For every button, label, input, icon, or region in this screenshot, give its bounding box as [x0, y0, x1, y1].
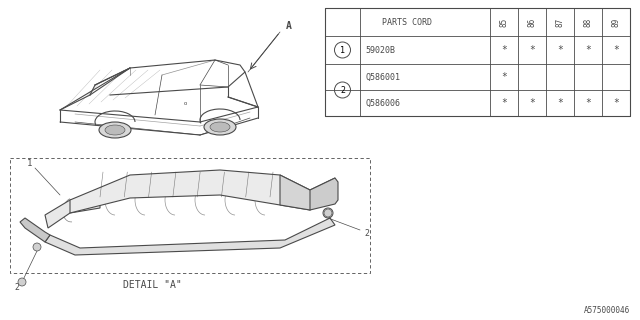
Text: *: * [585, 98, 591, 108]
Text: Q586001: Q586001 [365, 73, 400, 82]
Polygon shape [45, 195, 100, 228]
Polygon shape [45, 218, 335, 255]
Text: 59020B: 59020B [365, 45, 395, 54]
Polygon shape [280, 175, 335, 210]
Text: *: * [501, 45, 507, 55]
Text: PARTS CORD: PARTS CORD [383, 18, 433, 27]
Text: Q586006: Q586006 [365, 99, 400, 108]
Text: 1: 1 [340, 45, 345, 54]
Ellipse shape [99, 122, 131, 138]
Text: 87: 87 [556, 17, 564, 27]
Text: o: o [183, 100, 187, 106]
Text: 2: 2 [15, 283, 19, 292]
Text: DETAIL "A": DETAIL "A" [123, 280, 181, 290]
Text: 86: 86 [527, 17, 536, 27]
Circle shape [324, 209, 332, 217]
Text: *: * [557, 98, 563, 108]
Text: A575000046: A575000046 [584, 306, 630, 315]
Text: *: * [529, 45, 535, 55]
Text: 1: 1 [28, 158, 33, 167]
Polygon shape [20, 218, 50, 242]
Text: 89: 89 [611, 17, 621, 27]
Bar [325, 8, 630, 116]
Text: 88: 88 [584, 17, 593, 27]
Polygon shape [70, 170, 310, 213]
Text: 2: 2 [340, 85, 345, 94]
Text: *: * [557, 45, 563, 55]
Text: *: * [501, 72, 507, 82]
Text: 2: 2 [364, 228, 369, 237]
Ellipse shape [204, 119, 236, 135]
Text: 85: 85 [499, 17, 509, 27]
Polygon shape [310, 178, 338, 210]
Text: *: * [529, 98, 535, 108]
Ellipse shape [105, 125, 125, 135]
Bar [10, 158, 370, 273]
Circle shape [33, 243, 41, 251]
Text: *: * [613, 98, 619, 108]
Text: *: * [585, 45, 591, 55]
Text: *: * [501, 98, 507, 108]
Circle shape [18, 278, 26, 286]
Ellipse shape [210, 122, 230, 132]
Text: *: * [613, 45, 619, 55]
Text: A: A [286, 21, 292, 31]
